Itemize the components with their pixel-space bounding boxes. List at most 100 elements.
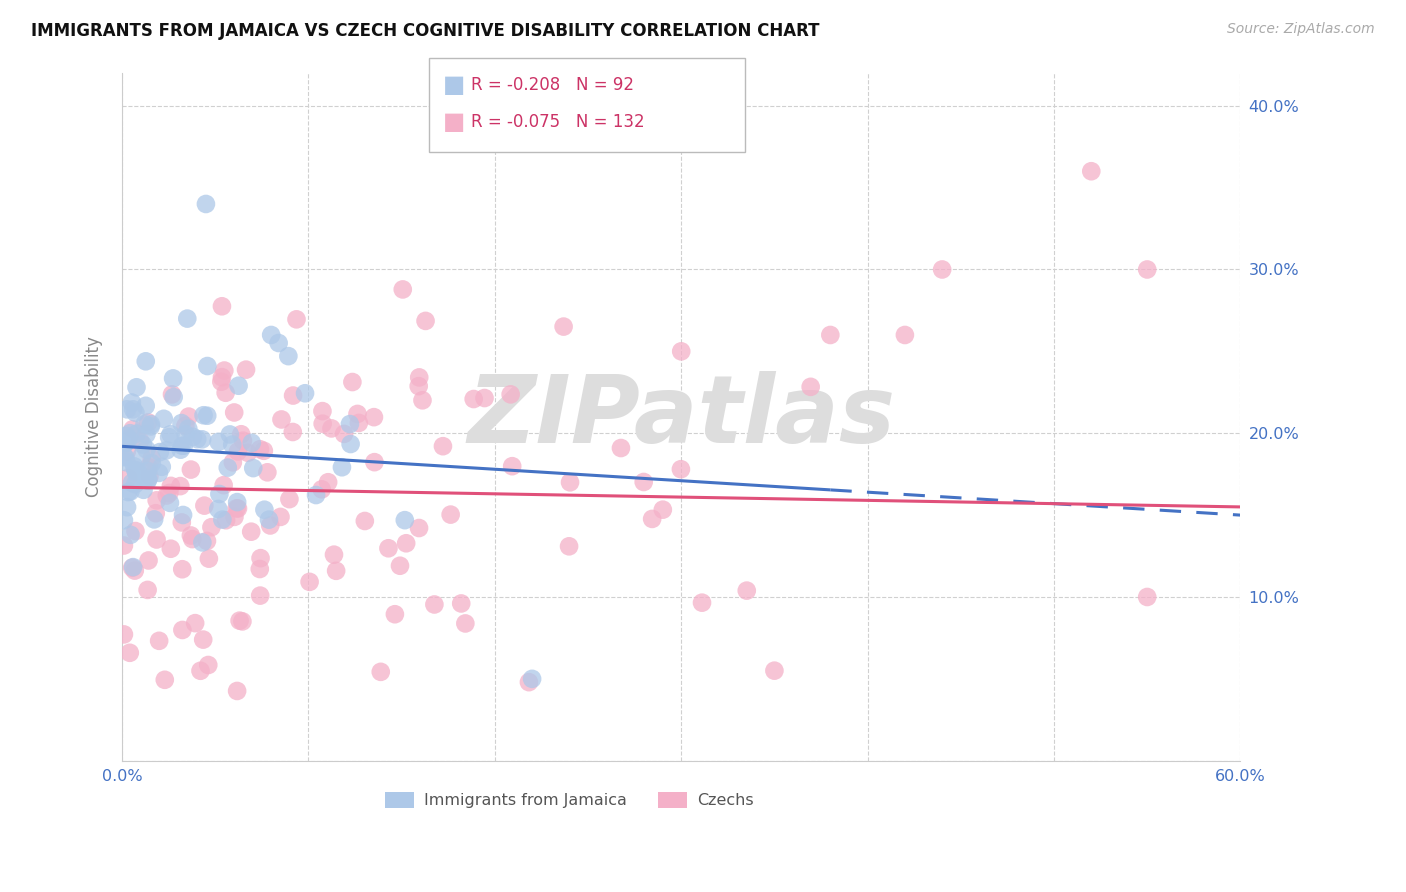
Point — [135, 354, 157, 368]
Point — [198, 551, 221, 566]
Point — [156, 443, 179, 458]
Point — [415, 314, 437, 328]
Point — [218, 427, 240, 442]
Point — [136, 582, 159, 597]
Point — [395, 536, 418, 550]
Point — [347, 416, 370, 430]
Point — [174, 418, 197, 433]
Point — [277, 349, 299, 363]
Point — [122, 459, 145, 474]
Point — [120, 484, 142, 499]
Point — [215, 513, 238, 527]
Point — [325, 564, 347, 578]
Point — [215, 385, 238, 400]
Point — [193, 499, 215, 513]
Point — [190, 664, 212, 678]
Point — [226, 501, 249, 516]
Point — [256, 465, 278, 479]
Point — [211, 370, 233, 384]
Point — [298, 574, 321, 589]
Point — [145, 493, 167, 508]
Point — [132, 483, 155, 497]
Point — [157, 486, 180, 500]
Point — [240, 524, 263, 539]
Point — [249, 442, 271, 457]
Point — [226, 495, 249, 509]
Point — [120, 528, 142, 542]
Point — [226, 684, 249, 698]
Point — [125, 380, 148, 394]
Point — [294, 386, 316, 401]
Point — [170, 416, 193, 430]
Point — [172, 508, 194, 522]
Point — [499, 387, 522, 401]
Point — [281, 388, 304, 402]
Point — [180, 528, 202, 542]
Text: ZIPatlas: ZIPatlas — [467, 371, 896, 463]
Point — [191, 535, 214, 549]
Point — [408, 521, 430, 535]
Point — [370, 665, 392, 679]
Point — [249, 562, 271, 576]
Point — [285, 312, 308, 326]
Point — [124, 564, 146, 578]
Point — [305, 488, 328, 502]
Point — [157, 430, 180, 444]
Point — [242, 461, 264, 475]
Point — [384, 607, 406, 622]
Point — [139, 419, 162, 434]
Point — [226, 444, 249, 458]
Point — [212, 478, 235, 492]
Point — [690, 596, 713, 610]
Point — [517, 675, 540, 690]
Point — [432, 439, 454, 453]
Point — [1080, 164, 1102, 178]
Point — [321, 421, 343, 435]
Point — [207, 434, 229, 449]
Point — [125, 466, 148, 480]
Point — [114, 434, 136, 449]
Point — [259, 518, 281, 533]
Point — [131, 437, 153, 451]
Point — [115, 402, 138, 417]
Point — [186, 432, 208, 446]
Point — [177, 409, 200, 424]
Text: R = -0.075   N = 132: R = -0.075 N = 132 — [471, 113, 644, 131]
Point — [1136, 262, 1159, 277]
Point — [931, 262, 953, 277]
Point — [191, 433, 214, 447]
Point — [172, 623, 194, 637]
Point — [172, 562, 194, 576]
Point — [139, 417, 162, 432]
Text: ■: ■ — [443, 111, 465, 134]
Point — [558, 475, 581, 490]
Point — [267, 336, 290, 351]
Point — [339, 417, 361, 431]
Point — [181, 532, 204, 546]
Point — [120, 426, 142, 441]
Point — [346, 407, 368, 421]
Point — [115, 500, 138, 515]
Y-axis label: Cognitive Disability: Cognitive Disability — [86, 336, 103, 498]
Point — [145, 506, 167, 520]
Point — [162, 371, 184, 385]
Point — [148, 466, 170, 480]
Point — [394, 513, 416, 527]
Point — [141, 451, 163, 466]
Point — [257, 513, 280, 527]
Point — [311, 483, 333, 497]
Point — [800, 380, 823, 394]
Point — [117, 485, 139, 500]
Point — [141, 456, 163, 470]
Point — [118, 646, 141, 660]
Point — [236, 446, 259, 460]
Point — [224, 405, 246, 419]
Point — [474, 391, 496, 405]
Point — [333, 426, 356, 441]
Text: ■: ■ — [443, 73, 465, 96]
Point — [558, 539, 581, 553]
Point — [450, 597, 472, 611]
Point — [160, 387, 183, 401]
Text: Source: ZipAtlas.com: Source: ZipAtlas.com — [1227, 22, 1375, 37]
Point — [138, 469, 160, 483]
